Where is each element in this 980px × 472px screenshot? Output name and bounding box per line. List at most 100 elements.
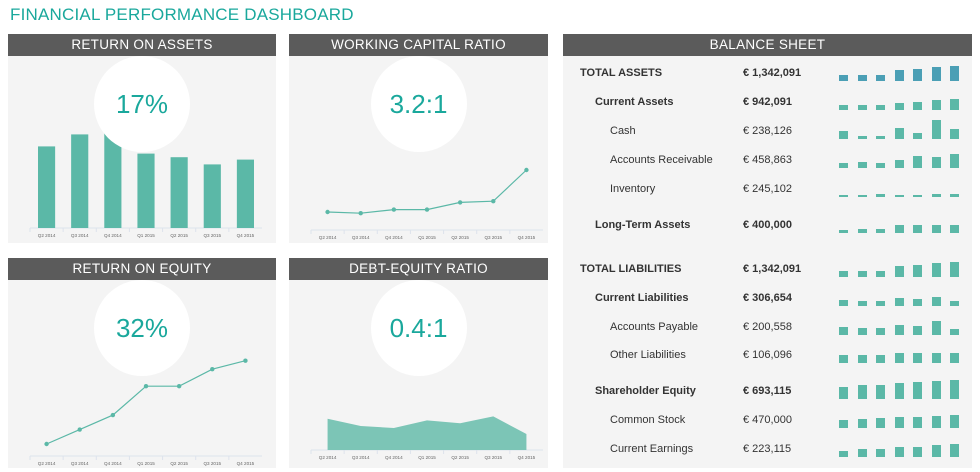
spark-bar — [839, 300, 848, 306]
x-tick-label: Q3 2014 — [352, 455, 370, 460]
spark-bar — [931, 66, 941, 81]
spark-bar — [857, 328, 867, 335]
balance-label: Accounts Receivable — [610, 154, 713, 166]
spark-bar — [950, 128, 959, 139]
spark-bar — [950, 300, 959, 306]
sparkline-bars — [839, 63, 969, 83]
spark-bar — [931, 445, 941, 457]
balance-label: Cash — [610, 125, 636, 137]
roe-line-chart: Q2 2014 Q3 2014 Q4 2014 Q1 2015 Q2 2015 Q3 20… — [29, 358, 262, 466]
x-tick-label: Q2 2014 — [319, 455, 337, 460]
spark-bar — [839, 195, 848, 197]
balance-value: € 942,091 — [743, 96, 792, 108]
data-point — [391, 207, 397, 212]
spark-bar — [950, 444, 959, 457]
spark-bar — [913, 195, 922, 197]
spark-bar — [839, 131, 848, 139]
spark-bar — [876, 271, 885, 277]
spark-bar — [931, 156, 941, 168]
balance-label: Inventory — [610, 183, 656, 195]
balance-row: Long-Term Assets € 400,000 — [563, 215, 972, 235]
balance-value: € 223,115 — [743, 443, 792, 455]
spark-bar — [876, 300, 885, 306]
data-point — [491, 199, 496, 204]
data-point — [358, 211, 363, 216]
balance-label: Accounts Payable — [610, 321, 699, 333]
data-point — [325, 209, 330, 215]
data-point — [143, 384, 149, 389]
kpi-circle: 17% — [94, 56, 190, 152]
balance-row: Accounts Receivable € 458,863 — [563, 150, 972, 170]
balance-row: Current Liabilities € 306,654 — [563, 288, 972, 308]
data-point — [457, 200, 463, 205]
sparkline-bars — [839, 150, 969, 170]
spark-bar — [931, 352, 941, 363]
balance-row: Common Stock € 470,000 — [563, 410, 972, 430]
kpi-circle: 3.2:1 — [370, 56, 467, 152]
spark-bar — [876, 448, 885, 457]
dashboard-title: FINANCIAL PERFORMANCE DASHBOARD — [10, 5, 354, 24]
spark-bar — [839, 387, 848, 399]
spark-bar — [950, 193, 959, 197]
balance-value: € 106,096 — [743, 349, 792, 361]
balance-value: € 238,126 — [743, 125, 792, 137]
x-tick-label: Q3 2014 — [71, 233, 89, 238]
data-point — [77, 427, 82, 432]
spark-bar — [931, 262, 941, 277]
spark-bar — [857, 104, 867, 110]
spark-bar — [876, 162, 885, 168]
spark-bar — [950, 98, 959, 110]
debt-equity-ratio-panel: DEBT-EQUITY RATIO Q2 2014 Q3 2014 Q4 2014 Q… — [289, 258, 548, 468]
spark-bar — [950, 329, 959, 335]
spark-bar — [857, 355, 867, 363]
spark-bar — [931, 99, 941, 110]
roa-bar — [170, 157, 188, 228]
panel-header: DEBT-EQUITY RATIO — [289, 258, 548, 280]
spark-bar — [894, 382, 904, 399]
roa-bar — [104, 129, 122, 228]
x-tick-label: Q1 2015 — [137, 233, 155, 238]
wcr-line-chart: Q2 2014 Q3 2014 Q4 2014 Q1 2015 Q2 2015 Q3 20… — [310, 167, 543, 240]
spark-bar — [876, 104, 885, 110]
sparkline-bars — [839, 288, 969, 308]
sparkline-bars — [839, 259, 969, 279]
x-tick-label: Q3 2015 — [203, 233, 221, 238]
balance-value: € 470,000 — [743, 414, 792, 426]
spark-bar — [857, 136, 867, 139]
balance-value: € 458,863 — [743, 154, 792, 166]
data-point — [44, 441, 49, 447]
x-tick-label: Q4 2014 — [104, 233, 122, 238]
spark-bar — [950, 415, 959, 428]
balance-value: € 1,342,091 — [743, 263, 802, 275]
x-tick-label: Q4 2015 — [518, 235, 536, 240]
spark-bar — [894, 224, 904, 233]
spark-bar — [950, 380, 959, 399]
x-tick-label: Q2 2015 — [451, 455, 469, 460]
spark-bar — [876, 328, 885, 335]
x-tick-label: Q2 2015 — [170, 461, 188, 466]
data-point — [110, 412, 116, 418]
balance-value: € 1,342,091 — [743, 67, 802, 79]
x-tick-label: Q2 2015 — [170, 233, 188, 238]
roa-bar — [203, 164, 221, 228]
roa-bar — [71, 134, 89, 228]
spark-bar — [839, 355, 848, 363]
spark-bar — [931, 194, 941, 197]
balance-row: Inventory € 245,102 — [563, 179, 972, 199]
spark-bar — [913, 133, 922, 139]
spark-bar — [857, 449, 867, 457]
spark-bar — [913, 69, 922, 81]
x-tick-label: Q2 2014 — [319, 235, 337, 240]
spark-bar — [839, 162, 848, 168]
x-tick-label: Q4 2015 — [237, 233, 255, 238]
x-tick-label: Q3 2014 — [352, 235, 370, 240]
spark-bar — [857, 385, 867, 399]
sparkline-bars — [839, 179, 969, 199]
kpi-circle: 0.4:1 — [370, 280, 467, 376]
sparkline-bars — [839, 380, 969, 401]
data-point — [243, 358, 248, 363]
spark-bar — [839, 451, 848, 457]
spark-bar — [913, 102, 922, 110]
sparkline-bars — [839, 410, 969, 430]
spark-bar — [857, 271, 867, 277]
